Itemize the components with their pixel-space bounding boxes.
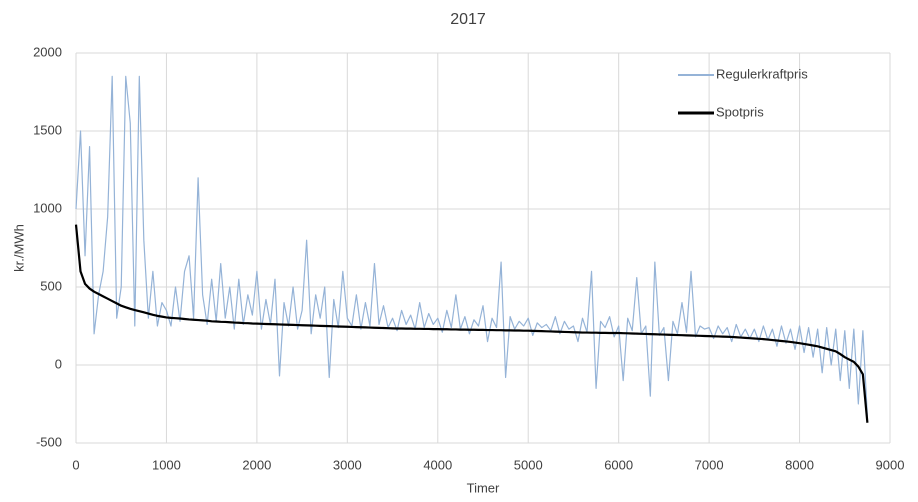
x-tick-label: 1000 — [152, 457, 181, 472]
y-axis-label: kr./MWh — [11, 224, 26, 272]
y-tick-label: 1500 — [33, 122, 62, 137]
y-tick-label: 2000 — [33, 44, 62, 59]
x-tick-label: 5000 — [514, 457, 543, 472]
y-tick-label: 500 — [40, 278, 62, 293]
x-tick-label: 8000 — [785, 457, 814, 472]
legend-label: Spotpris — [716, 104, 764, 119]
x-tick-label: 3000 — [333, 457, 362, 472]
x-axis-label: Timer — [467, 480, 500, 495]
y-tick-label: 0 — [55, 356, 62, 371]
x-tick-label: 7000 — [695, 457, 724, 472]
x-tick-label: 4000 — [423, 457, 452, 472]
x-tick-label: 6000 — [604, 457, 633, 472]
series-line — [74, 224, 869, 423]
legend-label: Regulerkraftpris — [716, 66, 808, 81]
chart-title: 2017 — [450, 11, 486, 28]
x-tick-label: 2000 — [242, 457, 271, 472]
y-tick-label: -500 — [36, 434, 62, 449]
x-tick-label: 9000 — [876, 457, 905, 472]
series-line — [75, 75, 868, 417]
x-tick-label: 0 — [72, 457, 79, 472]
y-tick-label: 1000 — [33, 200, 62, 215]
